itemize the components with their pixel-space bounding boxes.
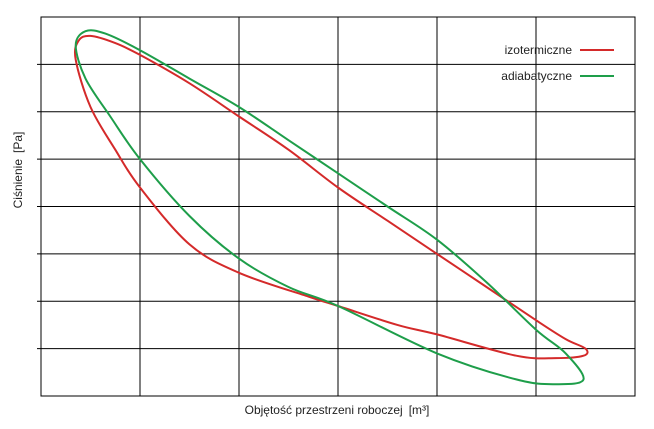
series-line-adiabatyczne bbox=[74, 29, 585, 386]
legend-entry-izotermiczne: izotermiczne bbox=[505, 43, 573, 57]
legend-entry-adiabatyczne: adiabatyczne bbox=[501, 69, 572, 83]
series-line-izotermiczne bbox=[73, 34, 589, 360]
y-axis-label: Ciśnienie [Pa] bbox=[11, 132, 25, 209]
y-axis-title: Ciśnienie bbox=[11, 159, 25, 209]
x-axis-unit: [m³] bbox=[409, 403, 430, 417]
series-layer bbox=[73, 29, 589, 386]
x-axis-label: Objętość przestrzeni roboczej [m³] bbox=[245, 403, 430, 417]
x-axis-title: Objętość przestrzeni roboczej bbox=[245, 403, 403, 417]
legend: izotermiczne adiabatyczne bbox=[501, 43, 614, 83]
y-axis-unit: [Pa] bbox=[11, 132, 25, 153]
